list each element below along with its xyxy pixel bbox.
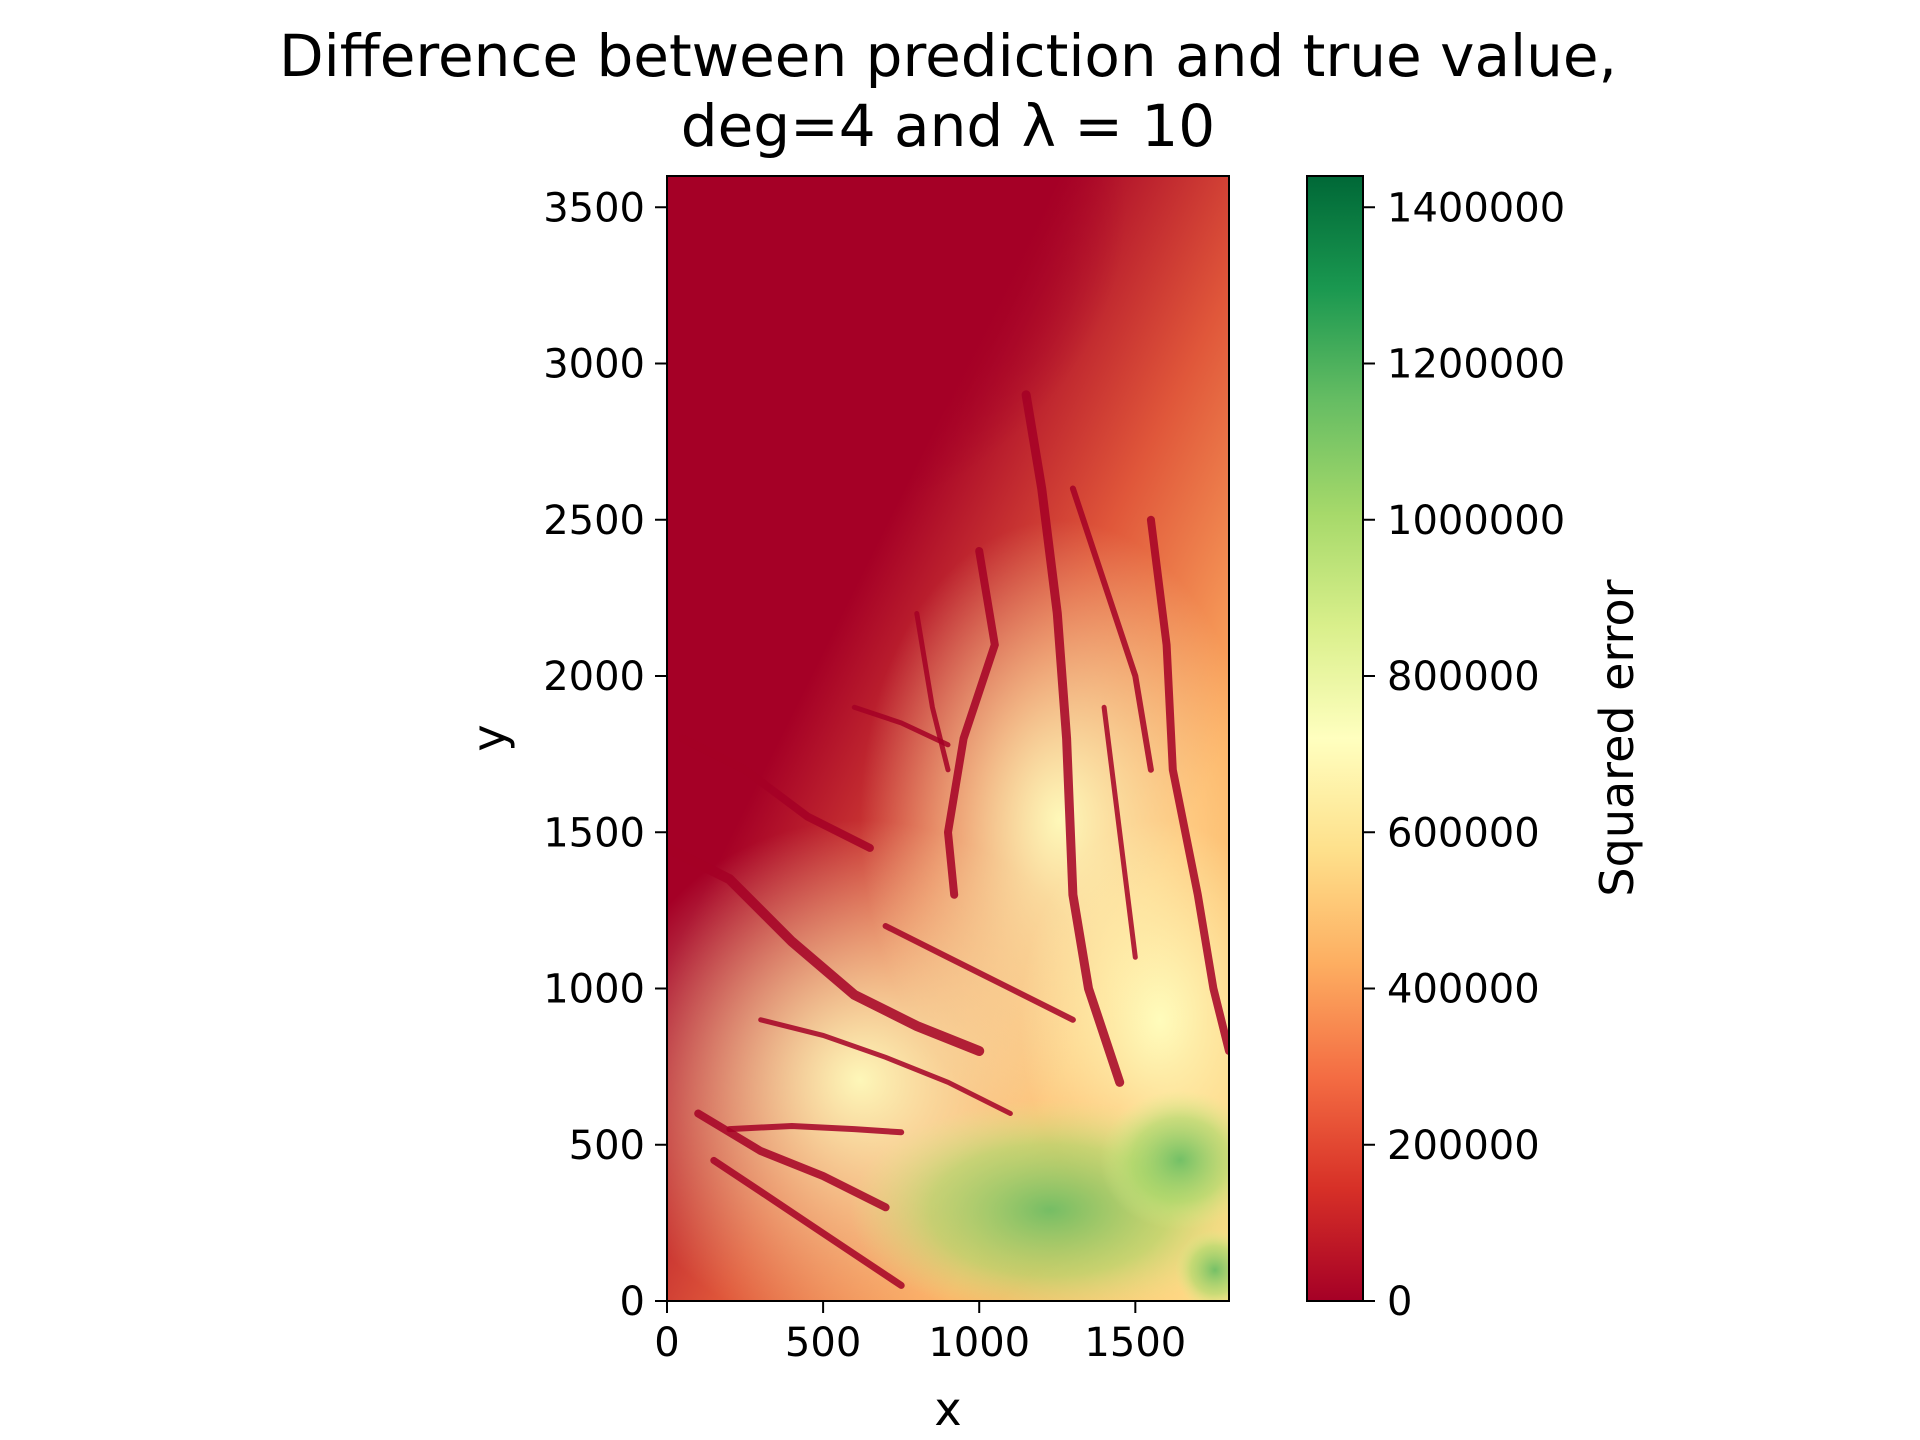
- colorbar: [1306, 175, 1364, 1302]
- valley-channel: [1021, 390, 1125, 1087]
- colorbar-tick-label: 1000000: [1387, 498, 1565, 544]
- colorbar-tick-label: 200000: [1387, 1123, 1540, 1169]
- colorbar-tick-label: 1400000: [1387, 185, 1565, 231]
- y-tick-label: 0: [620, 1279, 645, 1325]
- y-tick-label: 3000: [543, 342, 645, 388]
- valley-channel: [1101, 704, 1138, 960]
- valley-channel: [943, 547, 999, 899]
- valley-channel: [726, 1122, 905, 1136]
- colorbar-tick-label: 400000: [1387, 967, 1540, 1013]
- y-tick-label: 2500: [543, 498, 645, 544]
- colorbar-tick-label: 600000: [1387, 810, 1540, 856]
- plot-frame: [666, 175, 1230, 1302]
- x-tick-label: 1000: [928, 1320, 1030, 1366]
- valley-channel: [914, 611, 951, 773]
- heatmap-image: [667, 176, 1229, 1301]
- chart-title-line2: deg=4 and λ = 10: [681, 92, 1215, 160]
- valley-channel: [882, 923, 1076, 1023]
- valley-channel: [667, 842, 985, 1056]
- x-tick-label: 500: [785, 1320, 861, 1366]
- colorbar-axis: 0 200000 400000 600000 800000 1000000 1200000 1…: [1363, 185, 1565, 1325]
- x-tick-label: 0: [654, 1320, 679, 1366]
- x-tick-label: 1500: [1084, 1320, 1186, 1366]
- colorbar-tick-label: 800000: [1387, 654, 1540, 700]
- valley-channel: [694, 1109, 890, 1212]
- valley-channel: [710, 1156, 905, 1289]
- colorbar-tick-label: 0: [1387, 1279, 1412, 1325]
- y-axis-label: y: [462, 724, 516, 751]
- valley-channel: [1146, 515, 1229, 1055]
- y-tick-label: 1500: [543, 810, 645, 856]
- y-tick-label: 500: [569, 1123, 645, 1169]
- valley-channels: [667, 390, 1229, 1289]
- colorbar-label: Squared error: [1590, 579, 1644, 896]
- valley-channel: [758, 1017, 1013, 1116]
- valley-channel: [678, 734, 874, 852]
- valley-channel: [851, 704, 951, 748]
- valley-channel: [1069, 485, 1154, 773]
- colorbar-tick-label: 1200000: [1387, 342, 1565, 388]
- y-tick-label: 2000: [543, 654, 645, 700]
- y-tick-label: 1000: [543, 967, 645, 1013]
- y-tick-label: 3500: [543, 185, 645, 231]
- y-axis: 0 500 1000 1500 2000 2500 3000 3500: [543, 185, 667, 1325]
- x-axis-label: x: [934, 1382, 961, 1436]
- chart-title-line1: Difference between prediction and true v…: [279, 22, 1617, 90]
- x-axis: 0 500 1000 1500: [654, 1301, 1186, 1366]
